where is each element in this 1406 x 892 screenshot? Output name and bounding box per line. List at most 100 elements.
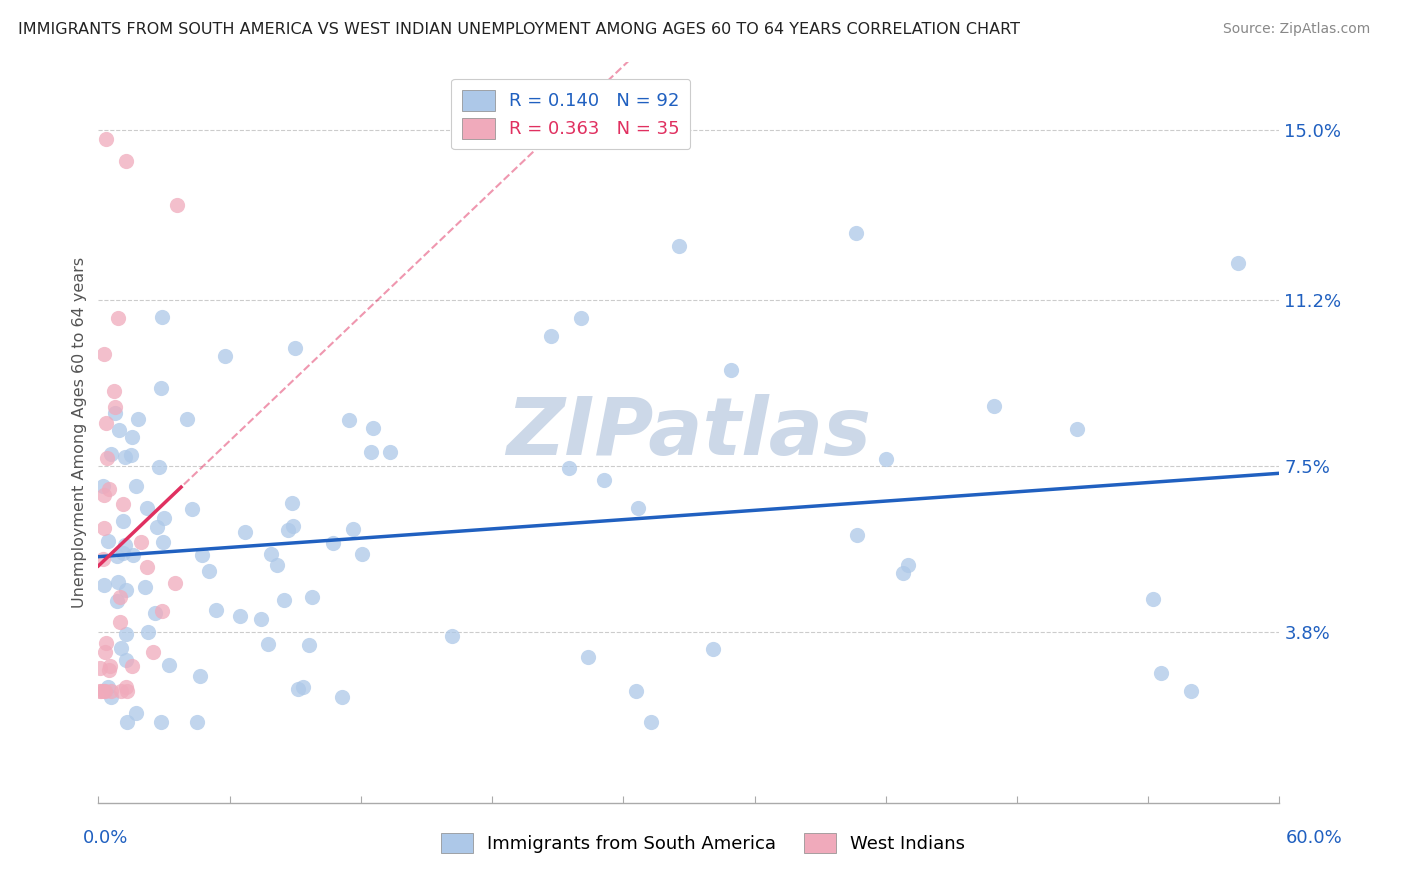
- Point: [186, 714, 208, 729]
- Point: [350, 547, 373, 561]
- Point: [330, 690, 353, 705]
- Point: [1066, 422, 1088, 436]
- Point: [107, 311, 129, 326]
- Point: [845, 527, 868, 541]
- Point: [152, 534, 174, 549]
- Point: [197, 564, 219, 578]
- Point: [134, 580, 156, 594]
- Point: [668, 239, 690, 253]
- Point: [277, 523, 299, 537]
- Point: [110, 641, 132, 656]
- Point: [180, 501, 202, 516]
- Point: [360, 445, 382, 459]
- Point: [136, 625, 159, 640]
- Point: [983, 399, 1005, 413]
- Point: [115, 652, 138, 666]
- Point: [540, 329, 562, 343]
- Point: [1226, 255, 1249, 269]
- Point: [1180, 683, 1202, 698]
- Point: [97, 482, 120, 496]
- Point: [626, 501, 648, 516]
- Point: [110, 590, 132, 604]
- Point: [97, 534, 120, 549]
- Point: [266, 558, 288, 572]
- Point: [97, 680, 120, 694]
- Point: [93, 683, 115, 698]
- Point: [107, 574, 129, 589]
- Point: [260, 547, 283, 561]
- Point: [105, 594, 128, 608]
- Point: [93, 578, 115, 592]
- Point: [153, 511, 176, 525]
- Point: [110, 683, 132, 698]
- Text: 0.0%: 0.0%: [83, 829, 128, 847]
- Point: [166, 198, 188, 212]
- Point: [292, 680, 315, 694]
- Point: [150, 310, 173, 324]
- Point: [98, 658, 121, 673]
- Point: [250, 612, 273, 626]
- Point: [91, 479, 114, 493]
- Point: [112, 546, 135, 560]
- Point: [148, 460, 170, 475]
- Point: [94, 683, 117, 698]
- Point: [89, 683, 111, 698]
- Point: [233, 525, 256, 540]
- Point: [93, 347, 115, 361]
- Point: [229, 609, 252, 624]
- Point: [105, 549, 128, 563]
- Point: [875, 452, 897, 467]
- Point: [89, 661, 111, 675]
- Point: [558, 460, 581, 475]
- Point: [96, 132, 118, 146]
- Point: [121, 430, 143, 444]
- Point: [281, 496, 304, 510]
- Point: [149, 382, 172, 396]
- Point: [1150, 665, 1173, 680]
- Point: [143, 606, 166, 620]
- Point: [100, 447, 122, 461]
- Point: [115, 582, 138, 597]
- Point: [115, 154, 138, 169]
- Point: [100, 683, 122, 698]
- Point: [720, 363, 742, 377]
- Point: [114, 680, 136, 694]
- Point: [125, 479, 148, 493]
- Point: [94, 645, 117, 659]
- Point: [114, 450, 136, 464]
- Text: IMMIGRANTS FROM SOUTH AMERICA VS WEST INDIAN UNEMPLOYMENT AMONG AGES 60 TO 64 YE: IMMIGRANTS FROM SOUTH AMERICA VS WEST IN…: [18, 22, 1021, 37]
- Point: [257, 637, 280, 651]
- Point: [112, 497, 135, 511]
- Point: [624, 684, 647, 698]
- Point: [125, 706, 148, 721]
- Point: [204, 602, 226, 616]
- Point: [96, 636, 118, 650]
- Point: [115, 714, 138, 729]
- Point: [441, 629, 464, 643]
- Point: [363, 420, 385, 434]
- Legend: R = 0.140   N = 92, R = 0.363   N = 35: R = 0.140 N = 92, R = 0.363 N = 35: [451, 78, 690, 150]
- Point: [104, 400, 127, 414]
- Point: [640, 714, 662, 729]
- Point: [378, 445, 401, 459]
- Point: [342, 522, 364, 536]
- Point: [845, 226, 868, 240]
- Point: [287, 681, 309, 696]
- Point: [150, 604, 173, 618]
- Point: [214, 349, 236, 363]
- Point: [165, 576, 187, 591]
- Point: [298, 638, 321, 652]
- Point: [121, 658, 143, 673]
- Point: [111, 514, 134, 528]
- Text: 60.0%: 60.0%: [1286, 829, 1343, 847]
- Point: [897, 558, 920, 572]
- Point: [176, 411, 198, 425]
- Point: [191, 548, 214, 562]
- Point: [569, 311, 592, 326]
- Point: [114, 627, 136, 641]
- Point: [322, 536, 344, 550]
- Point: [114, 538, 136, 552]
- Point: [129, 534, 152, 549]
- Point: [891, 566, 914, 580]
- Point: [96, 450, 118, 465]
